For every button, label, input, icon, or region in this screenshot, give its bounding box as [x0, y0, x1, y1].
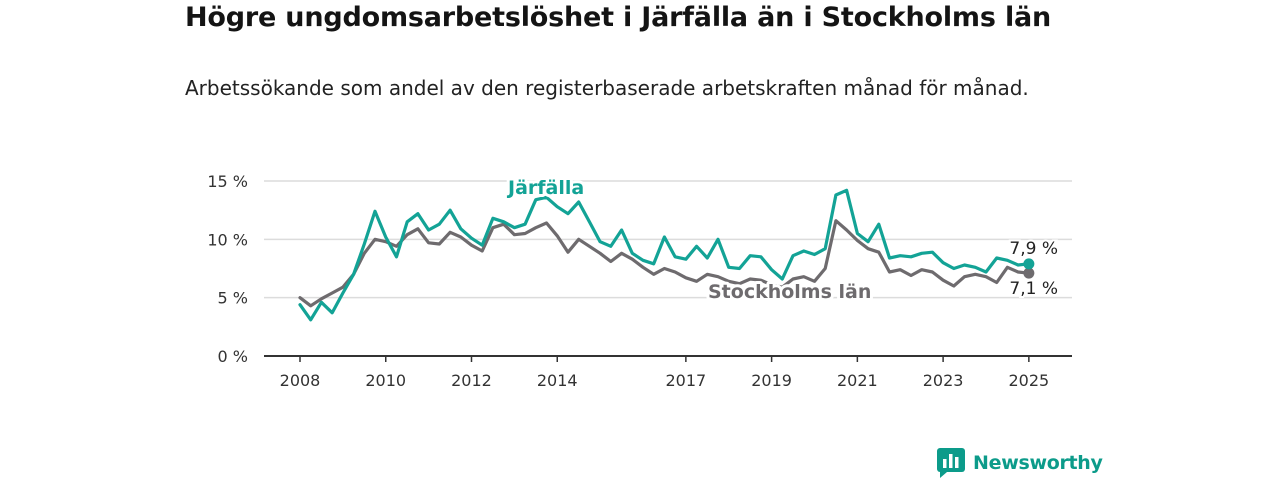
series-label-jarfalla: Järfälla	[506, 177, 584, 199]
end-label-stockholm: 7,1 %	[1009, 279, 1058, 299]
gridlines	[264, 180, 1072, 357]
series-lines	[298, 188, 1035, 322]
x-tick-label: 2019	[751, 371, 792, 390]
newsworthy-logo-icon	[937, 448, 965, 478]
series-end-point	[1023, 258, 1035, 270]
x-tick-label: 2012	[451, 371, 492, 390]
series-line	[298, 219, 1031, 308]
brand-logo: Newsworthy	[937, 448, 1103, 478]
y-tick-label: 0 %	[218, 347, 248, 366]
x-tick-label: 2014	[537, 371, 578, 390]
chart-title: Högre ungdomsarbetslöshet i Järfälla än …	[185, 2, 1052, 33]
y-axis-ticks: 0 % 5 % 10 % 15 %	[207, 172, 248, 366]
series-end-point	[1023, 267, 1035, 279]
x-axis-ticks: 2008 2010 2012 2014 2017 2019 2021 2023 2025	[280, 356, 1049, 390]
x-tick-label: 2017	[666, 371, 707, 390]
y-tick-label: 5 %	[218, 289, 248, 308]
series-line	[298, 188, 1031, 322]
x-tick-label: 2021	[837, 371, 878, 390]
x-tick-label: 2025	[1008, 371, 1049, 390]
x-tick-label: 2010	[365, 371, 406, 390]
series-label-stockholm: Stockholms län	[708, 281, 871, 303]
chart-subtitle: Arbetssökande som andel av den registerb…	[185, 76, 1029, 100]
x-tick-label: 2023	[923, 371, 964, 390]
end-label-jarfalla: 7,9 %	[1009, 239, 1058, 259]
brand-name: Newsworthy	[973, 452, 1103, 474]
x-tick-label: 2008	[280, 371, 321, 390]
y-tick-label: 15 %	[207, 172, 248, 191]
series-labels: Järfälla Stockholms län 7,9 % 7,1 %	[503, 174, 1060, 306]
y-tick-label: 10 %	[207, 230, 248, 249]
